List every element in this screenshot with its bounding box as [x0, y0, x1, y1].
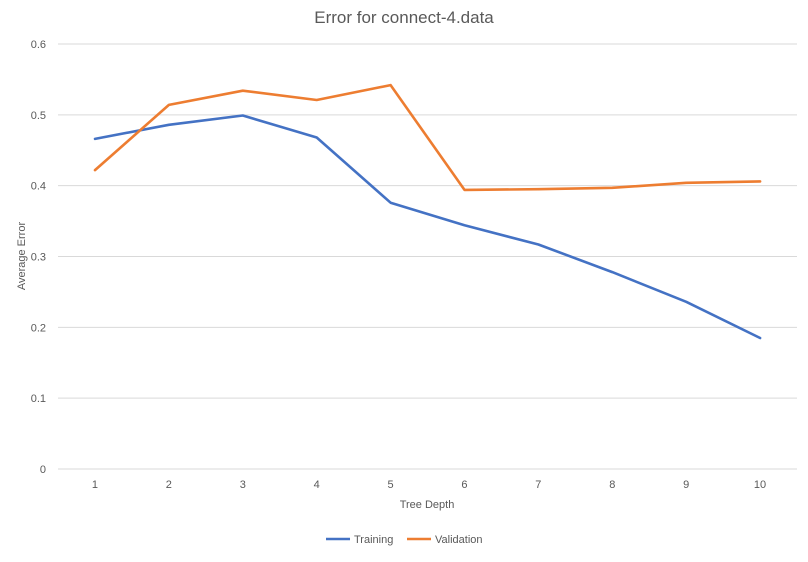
x-tick-label: 6 — [461, 479, 467, 491]
x-tick-label: 1 — [92, 479, 98, 491]
x-tick-label: 9 — [683, 479, 689, 491]
x-tick-label: 3 — [240, 479, 246, 491]
y-tick-label: 0.3 — [31, 252, 46, 264]
x-tick-label: 7 — [535, 479, 541, 491]
y-axis-label: Average Error — [16, 222, 28, 291]
series-lines — [93, 83, 762, 340]
x-tick-label: 5 — [387, 479, 393, 491]
x-tick-label: 2 — [166, 479, 172, 491]
chart-title: Error for connect-4.data — [314, 8, 494, 27]
gridlines — [58, 43, 797, 470]
y-tick-label: 0.4 — [31, 181, 46, 193]
y-tick-label: 0.2 — [31, 322, 46, 334]
y-tick-label: 0.6 — [31, 39, 46, 51]
y-tick-label: 0.1 — [31, 393, 46, 405]
x-tick-label: 8 — [609, 479, 615, 491]
series-line-validation — [93, 83, 762, 192]
y-tick-label: 0.5 — [31, 110, 46, 122]
legend: Training Validation — [326, 534, 483, 546]
legend-label-training: Training — [354, 534, 393, 546]
legend-label-validation: Validation — [435, 534, 483, 546]
x-axis-ticks: 1 2 3 4 5 6 7 8 9 10 — [92, 479, 766, 491]
x-axis-label: Tree Depth — [400, 499, 455, 511]
y-tick-label: 0 — [40, 464, 46, 476]
y-axis-ticks: 0 0.1 0.2 0.3 0.4 0.5 0.6 — [31, 39, 46, 476]
series-line-training — [93, 114, 762, 340]
x-tick-label: 4 — [314, 479, 320, 491]
x-tick-label: 10 — [754, 479, 766, 491]
